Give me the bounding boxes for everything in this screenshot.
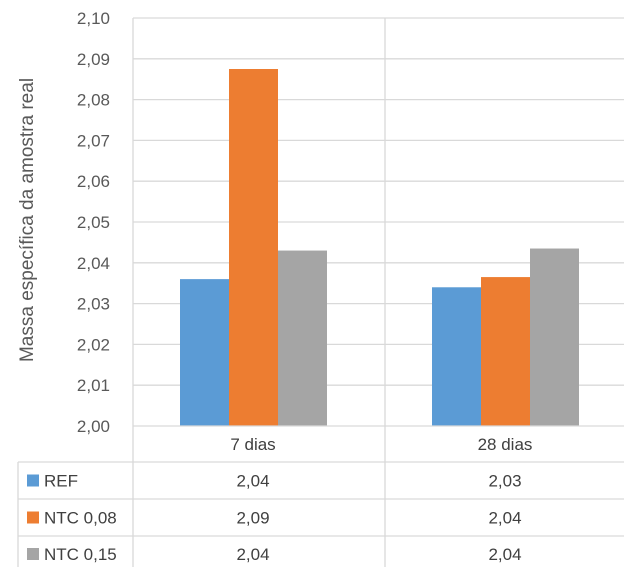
x-category-label: 28 dias xyxy=(478,435,533,454)
y-tick-label: 2,05 xyxy=(77,213,110,232)
bar xyxy=(278,250,327,426)
data-label: 2,04 xyxy=(488,545,521,564)
y-axis-title: Massa específica da amostra real xyxy=(17,78,38,362)
legend-key xyxy=(27,511,39,524)
y-axis-ticks: 2,00 2,01 2,02 2,03 2,04 2,05 2,06 2,07 2,08 2,09… xyxy=(77,9,110,436)
y-tick-label: 2,00 xyxy=(77,417,110,436)
data-label: 2,04 xyxy=(236,545,269,564)
y-tick-label: 2,01 xyxy=(77,376,110,395)
legend-key xyxy=(27,474,39,487)
data-label: 2,09 xyxy=(236,509,269,528)
bar xyxy=(180,279,229,426)
data-label: 2,04 xyxy=(236,472,269,491)
y-tick-label: 2,10 xyxy=(77,9,110,28)
bar xyxy=(229,69,278,426)
bar xyxy=(432,287,481,426)
bar xyxy=(481,277,530,426)
y-tick-label: 2,08 xyxy=(77,91,110,110)
y-tick-label: 2,02 xyxy=(77,335,110,354)
bars xyxy=(180,69,579,426)
y-tick-label: 2,07 xyxy=(77,131,110,150)
y-tick-label: 2,06 xyxy=(77,172,110,191)
y-tick-label: 2,04 xyxy=(77,254,110,273)
bar xyxy=(530,248,579,426)
data-table: 7 dias 28 dias REF 2,04 2,03 NTC 0,08 2,09 2,04… xyxy=(17,18,624,567)
legend-key xyxy=(27,548,39,560)
legend-label: REF xyxy=(44,472,78,491)
y-tick-label: 2,09 xyxy=(77,50,110,69)
data-label: 2,03 xyxy=(488,472,521,491)
legend-label: NTC 0,15 xyxy=(44,545,117,564)
y-tick-label: 2,03 xyxy=(77,295,110,314)
data-label: 2,04 xyxy=(488,509,521,528)
legend-label: NTC 0,08 xyxy=(44,509,117,528)
x-category-label: 7 dias xyxy=(230,435,275,454)
